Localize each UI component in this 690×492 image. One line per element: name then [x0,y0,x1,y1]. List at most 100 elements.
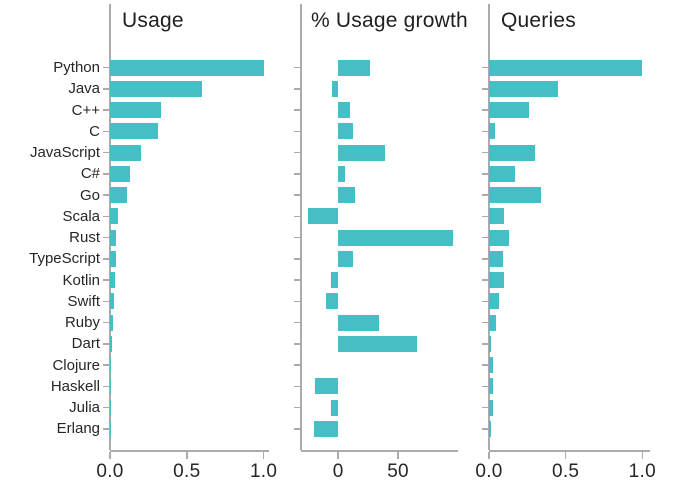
y-tick-haskell [482,385,489,388]
y-tick-c [482,130,489,133]
y-tick-go [482,194,489,196]
bar--usage-growth-haskell [315,378,339,395]
y-tick-java [294,88,301,90]
category-label-dart: Dart [71,335,100,353]
x-tick [564,451,567,459]
category-label-clojure: Clojure [52,356,100,374]
bar--usage-growth-rust [338,229,454,246]
bar-queries-c [489,123,496,140]
y-tick-julia [103,406,110,409]
y-tick-ruby [103,321,110,324]
y-tick-dart [294,343,301,345]
y-tick-scala [294,215,301,218]
category-label-kotlin: Kotlin [62,271,100,289]
bar-usage-python [110,59,264,76]
y-tick-c- [103,109,110,111]
bar--usage-growth-julia [330,399,339,416]
y-tick-erlang [103,428,110,430]
bar-queries-python [489,59,643,76]
x-tick-label: 50 [387,461,409,482]
bar-queries-dart [489,335,492,352]
y-tick-python [294,66,301,69]
x-tick-label: 0.5 [173,461,201,482]
y-tick-clojure [482,364,489,366]
y-tick-go [103,194,110,196]
y-tick-ruby [294,321,301,324]
x-tick-label: 0.0 [475,461,503,482]
y-tick-typescript [294,258,301,260]
x-tick-label: 1.0 [249,461,278,482]
y-tick-ruby [482,321,489,324]
bar--usage-growth-go [338,187,355,204]
bar-usage-c- [110,102,161,119]
y-tick-javascript [482,151,489,154]
bar--usage-growth-c- [338,102,351,119]
y-tick-dart [103,343,110,345]
category-label-erlang: Erlang [56,420,100,438]
x-tick [397,451,399,459]
y-tick-kotlin [294,279,301,281]
category-label-c-: C++ [71,101,100,119]
bar--usage-growth-ruby [338,314,379,331]
y-tick-go [294,194,301,196]
y-axis-spine [300,4,302,450]
x-tick-label: 0.5 [551,461,580,482]
bar-queries-ruby [489,314,497,331]
y-tick-c- [294,109,301,111]
bar-usage-c- [110,165,130,182]
y-tick-scala [482,215,489,218]
bar-usage-swift [110,293,115,310]
y-tick-erlang [294,428,301,430]
bar-usage-haskell [110,378,111,395]
y-tick-c- [482,109,489,111]
x-tick-label: 1.0 [628,461,656,482]
bar-usage-java [110,80,203,97]
y-tick-kotlin [103,279,110,281]
y-tick-javascript [294,151,301,154]
bar--usage-growth-kotlin [330,272,339,289]
bar--usage-growth-dart [338,335,418,352]
y-tick-javascript [103,151,110,154]
y-tick-erlang [482,428,489,430]
bar--usage-growth-javascript [338,144,385,161]
chart-title-usage-growth: % Usage growth [311,9,468,32]
x-tick [488,451,490,459]
bar-queries-kotlin [489,272,505,289]
x-tick [109,451,111,459]
y-tick-c [294,130,301,133]
y-tick-julia [294,406,301,409]
bar-queries-typescript [489,250,503,267]
bar--usage-growth-typescript [338,250,353,267]
bar-queries-scala [489,208,505,225]
y-tick-python [103,66,110,69]
y-tick-swift [103,300,110,303]
y-axis-spine [109,4,111,450]
y-tick-clojure [103,364,110,366]
x-tick [337,451,339,459]
category-label-c: C [89,122,100,140]
category-label-scala: Scala [62,207,100,225]
category-label-javascript: JavaScript [29,144,100,162]
y-tick-rust [103,236,110,239]
y-tick-java [482,88,489,90]
category-label-haskell: Haskell [50,377,100,395]
bar-queries-java [489,80,558,97]
y-tick-java [103,88,110,90]
bar-usage-typescript [110,250,117,267]
bar-usage-c [110,123,158,140]
chart-title-queries: Queries [501,9,576,32]
bar--usage-growth-erlang [314,420,339,437]
x-tick [641,451,644,459]
bar-queries-haskell [489,378,493,395]
bar-usage-kotlin [110,272,116,289]
category-label-c-: C# [80,165,100,183]
y-tick-swift [482,300,489,303]
category-label-typescript: TypeScript [29,250,100,268]
bar--usage-growth-c [338,123,353,140]
y-tick-c- [103,173,110,175]
category-label-swift: Swift [67,292,100,310]
bar--usage-growth-scala [308,208,339,225]
y-tick-typescript [103,258,110,260]
y-axis-spine [488,4,490,450]
